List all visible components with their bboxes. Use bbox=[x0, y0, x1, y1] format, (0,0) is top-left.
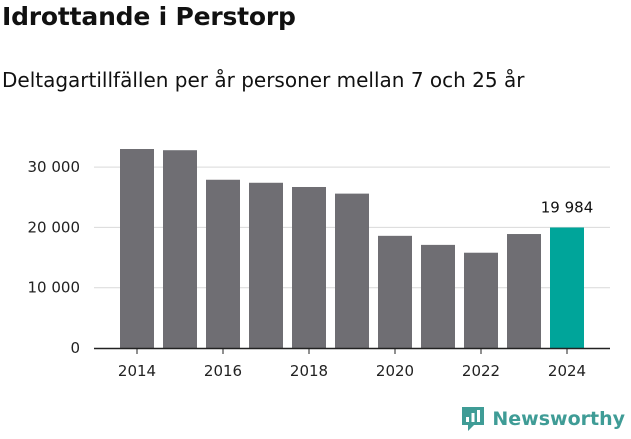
y-tick-label: 30 000 bbox=[28, 158, 81, 176]
bar-2022 bbox=[464, 252, 498, 348]
chart-title: Idrottande i Perstorp bbox=[2, 2, 296, 31]
bar-2015 bbox=[163, 150, 197, 348]
x-tick-label: 2016 bbox=[204, 362, 242, 380]
bar-2018 bbox=[292, 186, 326, 348]
x-tick-label: 2014 bbox=[118, 362, 156, 380]
brand-name: Newsworthy bbox=[492, 408, 625, 430]
newsworthy-logo: Newsworthy bbox=[460, 405, 625, 433]
bar-2019 bbox=[335, 193, 369, 348]
bar-2024 bbox=[550, 227, 584, 348]
chart-subtitle: Deltagartillfällen per år personer mella… bbox=[2, 68, 525, 92]
y-tick-label: 0 bbox=[70, 339, 80, 357]
y-tick-label: 10 000 bbox=[28, 279, 81, 297]
bar-2017 bbox=[249, 182, 283, 348]
bar-2020 bbox=[378, 235, 412, 348]
bar-2016 bbox=[206, 179, 240, 348]
x-tick-label: 2024 bbox=[548, 362, 586, 380]
bar-2021 bbox=[421, 244, 455, 348]
x-tick-label: 2020 bbox=[376, 362, 414, 380]
y-tick-label: 20 000 bbox=[28, 218, 81, 236]
bar-2014 bbox=[120, 149, 154, 348]
x-tick-label: 2022 bbox=[462, 362, 500, 380]
data-label: 19 984 bbox=[541, 198, 594, 216]
x-tick-label: 2018 bbox=[290, 362, 328, 380]
bar-2023 bbox=[507, 234, 541, 348]
newsworthy-logo-icon bbox=[462, 407, 485, 431]
